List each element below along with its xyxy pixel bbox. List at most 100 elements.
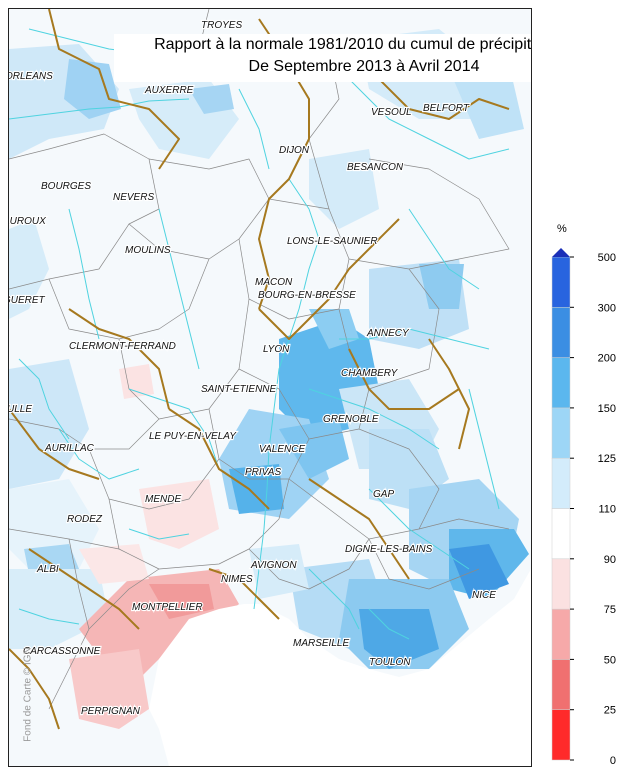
department-border xyxy=(128,158,270,260)
legend-tick-label: 75 xyxy=(604,604,616,616)
river xyxy=(158,208,200,370)
department-border xyxy=(348,258,440,390)
city-label: TROYES xyxy=(201,20,242,31)
legend-tick-label: 50 xyxy=(604,654,616,666)
legend-band xyxy=(551,709,571,761)
city-label: CLERMONT-FERRAND xyxy=(69,341,176,352)
city-label: PRIVAS xyxy=(245,467,281,478)
legend-band xyxy=(551,256,571,308)
river xyxy=(368,608,410,640)
city-label: GUERET xyxy=(9,295,46,306)
city-label: DIJON xyxy=(279,145,310,156)
river xyxy=(468,388,500,510)
city-label: CARCASSONNE xyxy=(23,646,101,657)
legend-unit: % xyxy=(557,223,567,235)
city-label: SAINT-ETIENNE xyxy=(201,384,277,395)
basin-boundary xyxy=(348,348,460,410)
city-label: BESANCON xyxy=(347,162,404,173)
river xyxy=(408,208,480,290)
basin-boundary xyxy=(9,408,100,480)
river xyxy=(68,208,100,340)
department-border xyxy=(48,258,210,340)
city-label: VALENCE xyxy=(259,444,305,455)
basin-boundary xyxy=(308,478,410,580)
basin-boundary xyxy=(208,568,280,620)
color-legend: % 0 25 50 75 90 110 125 150 200 300 500 xyxy=(550,223,619,772)
department-border xyxy=(218,368,310,480)
city-label: PERPIGNAN xyxy=(81,706,141,717)
legend-tick-label: 25 xyxy=(604,705,616,717)
precipitation-map: TROYES ORLEANS AUXERRE VESOUL BELFORT DIJON BE… xyxy=(8,8,532,767)
city-label: MONTPELLIER xyxy=(132,602,203,613)
city-label: ANNECY xyxy=(366,328,410,339)
city-labels: TROYES ORLEANS AUXERRE VESOUL BELFORT DIJON BE… xyxy=(9,19,497,718)
title-line-1: Rapport à la normale 1981/2010 du cumul … xyxy=(154,36,532,53)
department-border xyxy=(418,518,510,530)
city-label: VESOUL xyxy=(371,107,412,118)
department-border xyxy=(248,538,370,590)
city-label: GRENOBLE xyxy=(323,414,379,425)
title-line-2: De Septembre 2013 à Avril 2014 xyxy=(248,58,480,75)
department-border xyxy=(88,568,160,630)
river xyxy=(308,388,440,450)
city-label: TOULON xyxy=(369,657,411,668)
legend-cap xyxy=(552,248,570,257)
river xyxy=(253,178,320,610)
department-border xyxy=(368,538,480,590)
city-label: DIGNE-LES-BAINS xyxy=(345,544,433,555)
city-label: LYON xyxy=(263,344,290,355)
legend-tick-label: 90 xyxy=(604,554,616,566)
legend-tick-label: 125 xyxy=(598,453,616,465)
river xyxy=(308,568,360,630)
river xyxy=(339,328,490,350)
legend-scale: 0 25 50 75 90 110 125 150 200 300 500 xyxy=(551,248,616,767)
city-label: AURILLAC xyxy=(44,443,95,454)
city-label: RODEZ xyxy=(67,514,103,525)
basin-boundary xyxy=(48,9,180,170)
river xyxy=(128,528,190,540)
city-label: MOULINS xyxy=(125,245,171,256)
city-label: AVIGNON xyxy=(250,560,297,571)
legend-tick-label: 500 xyxy=(598,252,616,264)
legend-band xyxy=(551,407,571,459)
legend-band xyxy=(551,307,571,358)
basin-boundary xyxy=(168,408,270,510)
basin-boundary xyxy=(9,648,60,730)
river xyxy=(18,608,80,625)
city-label: BOURG-EN-BRESSE xyxy=(258,290,356,301)
map-title: Rapport à la normale 1981/2010 du cumul … xyxy=(114,34,532,82)
city-label: NIMES xyxy=(221,574,253,585)
legend-tick-label: 150 xyxy=(598,403,616,415)
legend-band xyxy=(551,608,571,660)
city-label: GAP xyxy=(373,489,394,500)
basin-boundary xyxy=(428,338,470,450)
city-label: LE PUY-EN-VELAY xyxy=(149,431,237,442)
river xyxy=(238,88,270,170)
river xyxy=(18,358,70,440)
map-credit: Fond de Carte © IGN xyxy=(18,639,36,759)
river-network xyxy=(9,28,510,640)
basin-boundary xyxy=(28,548,140,630)
legend-band xyxy=(551,457,571,509)
legend-tick-label: 300 xyxy=(598,302,616,314)
basin-boundary xyxy=(68,308,170,410)
department-border xyxy=(118,298,250,420)
city-label: AUROUX xyxy=(9,216,46,227)
city-label: ALBI xyxy=(36,564,59,575)
river xyxy=(328,58,510,160)
city-label: BOURGES xyxy=(41,181,91,192)
legend-band xyxy=(551,508,571,560)
credit-text: Fond de Carte © IGN xyxy=(22,647,34,742)
basin-boundary xyxy=(258,218,400,340)
legend-band xyxy=(551,357,571,409)
city-label: NEVERS xyxy=(113,192,154,203)
city-label: MACON xyxy=(255,277,293,288)
department-border xyxy=(88,408,220,510)
legend-band xyxy=(551,659,571,710)
river xyxy=(58,428,140,480)
city-label: ULLE xyxy=(9,404,32,415)
legend-tick-label: 110 xyxy=(598,504,616,516)
river xyxy=(128,388,220,470)
map-canvas: TROYES ORLEANS AUXERRE VESOUL BELFORT DIJON BE… xyxy=(9,9,531,766)
city-label: MARSEILLE xyxy=(293,638,349,649)
